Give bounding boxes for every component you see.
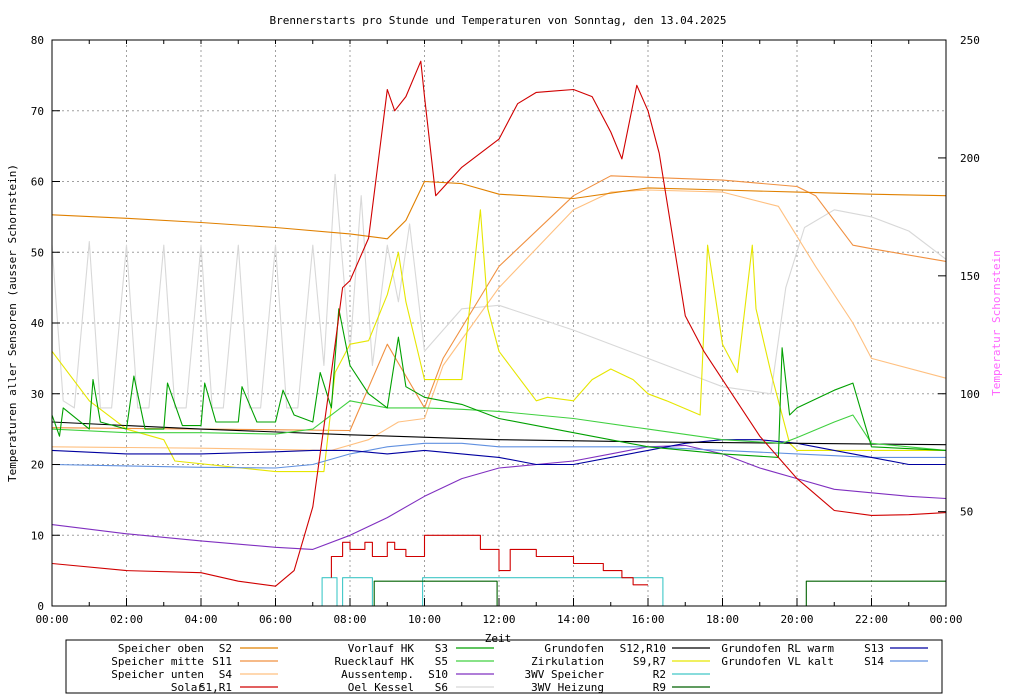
legend-code: S6 — [435, 681, 448, 694]
y-tick-label: 30 — [31, 388, 44, 401]
legend-label: Zirkulation — [531, 655, 604, 668]
legend-code: S4 — [219, 668, 233, 681]
series-line-oel-kessel-s6 — [51, 173, 947, 409]
legend-label: Aussentemp. — [341, 668, 414, 681]
legend-label: Solar — [171, 681, 204, 694]
legend-item: Grundofen S12,R10 — [544, 642, 710, 655]
series-line-3wv-heizung-r9 — [373, 580, 946, 607]
legend-code: S1,R1 — [199, 681, 232, 694]
y-tick-label: 0 — [37, 600, 44, 613]
grid — [52, 40, 946, 606]
x-tick-label: 14:00 — [557, 613, 590, 626]
series-line-brennerstarts — [330, 534, 648, 586]
legend-item: Speicher unten S4 — [111, 668, 278, 681]
series-line-grundofen-s12-r10 — [51, 421, 947, 446]
series-line-zirkulation-s9-r7 — [51, 209, 946, 473]
legend-code: S14 — [864, 655, 884, 668]
series-line-grundofen-vl-kalt-s14 — [51, 442, 946, 469]
y2-tick-label: 250 — [960, 34, 980, 47]
series-line-speicher-mitte-s11 — [51, 175, 947, 432]
legend-item: Zirkulation S9,R7 — [531, 655, 710, 668]
chart-title: Brennerstarts pro Stunde und Temperature… — [270, 14, 727, 27]
series-line-speicher-oben-s2 — [51, 180, 947, 240]
legend-frame — [65, 639, 943, 694]
y2-tick-label: 100 — [960, 388, 980, 401]
x-tick-label: 10:00 — [408, 613, 441, 626]
x-tick-label: 04:00 — [184, 613, 217, 626]
legend-label: Speicher unten — [111, 668, 204, 681]
legend-code: S9,R7 — [633, 655, 666, 668]
legend-label: Oel Kessel — [348, 681, 414, 694]
x-axis-label: Zeit — [485, 632, 512, 645]
x-tick-label: 20:00 — [780, 613, 813, 626]
y2-tick-label: 150 — [960, 270, 980, 283]
x-tick-label: 06:00 — [259, 613, 292, 626]
legend-code: S2 — [219, 642, 232, 655]
legend-code: R2 — [653, 668, 666, 681]
legend-item: Speicher mitte S11 — [111, 655, 278, 668]
legend-item: Vorlauf HK S3 — [348, 642, 494, 655]
series-line-speicher-unten-s4 — [51, 189, 947, 451]
y-tick-label: 40 — [31, 317, 44, 330]
legend-label: Speicher mitte — [111, 655, 204, 668]
y-tick-label: 10 — [31, 529, 44, 542]
y-tick-label: 60 — [31, 176, 44, 189]
series-group — [51, 60, 947, 607]
y2-tick-label: 50 — [960, 506, 973, 519]
series-line-vorlauf-hk-s3 — [51, 308, 947, 458]
legend-code: S3 — [435, 642, 448, 655]
y-tick-label: 80 — [31, 34, 44, 47]
legend-label: Ruecklauf HK — [335, 655, 415, 668]
legend-label: 3WV Speicher — [525, 668, 605, 681]
x-tick-label: 02:00 — [110, 613, 143, 626]
legend-code: S12,R10 — [620, 642, 666, 655]
series-line-ruecklauf-hk-s5 — [51, 400, 947, 451]
legend-code: S10 — [428, 668, 448, 681]
legend-item: Grundofen RL warm S13 — [721, 642, 928, 655]
legend-label: Grundofen VL kalt — [721, 655, 834, 668]
y-tick-label: 20 — [31, 459, 44, 472]
x-tick-label: 22:00 — [855, 613, 888, 626]
x-tick-label: 18:00 — [706, 613, 739, 626]
legend-item: Aussentemp. S10 — [341, 668, 494, 681]
y2-axis-label: Temperatur Schornstein — [990, 250, 1003, 396]
x-tick-label: 00:00 — [929, 613, 962, 626]
legend-item: Speicher oben S2 — [118, 642, 278, 655]
legend-item: Oel Kessel S6 — [348, 681, 494, 694]
legend-item: 3WV Heizung R9 — [531, 681, 710, 694]
x-tick-label: 16:00 — [631, 613, 664, 626]
series-line-grundofen-rl-warm-s13 — [51, 439, 946, 466]
legend-code: R9 — [653, 681, 666, 694]
y-axis-label: Temperaturen aller Sensoren (ausser Scho… — [6, 164, 19, 482]
legend-code: S13 — [864, 642, 884, 655]
legend-label: 3WV Heizung — [531, 681, 604, 694]
legend-label: Grundofen RL warm — [721, 642, 834, 655]
series-line-aussentemp-s10 — [51, 444, 947, 550]
x-tick-label: 12:00 — [482, 613, 515, 626]
x-tick-label: 00:00 — [35, 613, 68, 626]
series-line-solar-s1-r1 — [51, 60, 947, 587]
legend-item: 3WV Speicher R2 — [525, 668, 710, 681]
x-axis-ticks: 00:00 02:00 04:00 06:00 08:00 10:00 12:00 14:00… — [35, 40, 963, 626]
legend-code: S5 — [435, 655, 448, 668]
legend-label: Speicher oben — [118, 642, 204, 655]
legend-label: Grundofen — [544, 642, 604, 655]
series-line-3wv-speicher-r2 — [321, 577, 664, 607]
y-tick-label: 50 — [31, 246, 44, 259]
x-tick-label: 08:00 — [333, 613, 366, 626]
legend-label: Vorlauf HK — [348, 642, 415, 655]
y-tick-label: 70 — [31, 105, 44, 118]
legend-item: Ruecklauf HK S5 — [335, 655, 494, 668]
legend-item: Grundofen VL kalt S14 — [721, 655, 928, 668]
legend-code: S11 — [212, 655, 232, 668]
y2-tick-label: 200 — [960, 152, 980, 165]
y-axis-ticks: 0 10 20 30 40 50 60 70 80 — [31, 34, 60, 613]
y2-axis-ticks: 50 100 150 200 250 — [938, 34, 980, 519]
